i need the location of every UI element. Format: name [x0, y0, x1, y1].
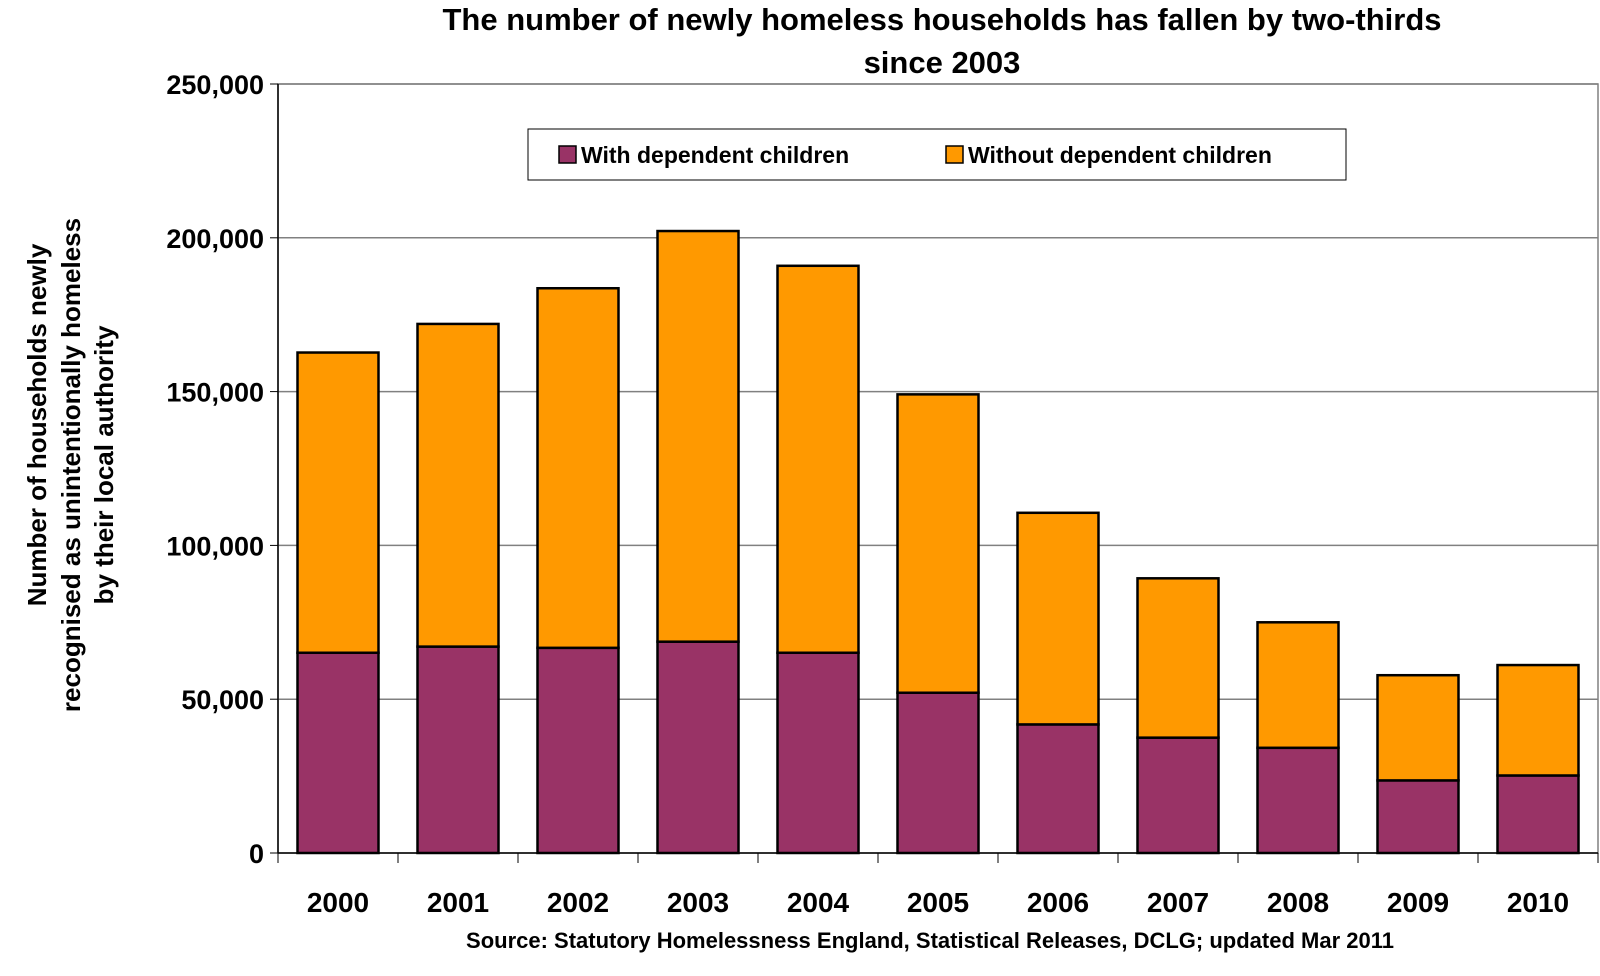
x-tick-label: 2007	[1147, 887, 1209, 918]
bar-with-children	[296, 651, 380, 855]
bar-without-children	[896, 393, 980, 694]
bar-group-2001	[416, 322, 500, 855]
bar-group-2003	[656, 229, 740, 855]
bar-with-children	[416, 645, 500, 855]
bar-with-children	[1256, 746, 1340, 855]
bar-with-children	[1016, 723, 1100, 855]
y-axis-label-line-2: recognised as unintentionally homeless	[56, 218, 86, 712]
bar-without-children	[776, 264, 860, 655]
bar-without-children	[656, 229, 740, 643]
bar-with-children	[1496, 774, 1580, 855]
bar-without-children	[1376, 673, 1460, 782]
y-tick-label: 200,000	[166, 224, 264, 254]
bar-group-2000	[296, 351, 380, 855]
bar-without-children	[1256, 621, 1340, 750]
y-tick-label: 50,000	[181, 685, 264, 715]
axes	[277, 84, 1598, 854]
x-tick-label: 2002	[547, 887, 609, 918]
bar-with-children	[896, 691, 980, 855]
bar-group-2008	[1256, 621, 1340, 855]
x-tick-label: 2000	[307, 887, 369, 918]
legend-swatch-with-children	[558, 145, 577, 164]
bar-without-children	[416, 322, 500, 648]
bar-group-2010	[1496, 663, 1580, 855]
bar-with-children	[1376, 779, 1460, 855]
x-tick-label: 2005	[907, 887, 969, 918]
x-tick-label: 2010	[1507, 887, 1569, 918]
chart-title-line-2: since 2003	[864, 45, 1021, 80]
x-tick-label: 2001	[427, 887, 489, 918]
bar-with-children	[776, 651, 860, 855]
y-axis-label-line-1: Number of households newly	[22, 243, 52, 606]
x-tick-label: 2006	[1027, 887, 1089, 918]
y-tick-label: 250,000	[166, 70, 264, 100]
y-tick-label: 0	[249, 839, 264, 869]
chart-title: The number of newly homeless households …	[442, 2, 1441, 80]
source-note: Source: Statutory Homelessness England, …	[466, 928, 1394, 953]
y-tick-label: 150,000	[166, 378, 264, 408]
bar-group-2006	[1016, 511, 1100, 855]
bar-without-children	[536, 286, 620, 650]
legend: With dependent children Without dependen…	[527, 128, 1347, 181]
legend-label-without-children: Without dependent children	[968, 142, 1272, 168]
bar-with-children	[656, 640, 740, 855]
x-tick-label: 2003	[667, 887, 729, 918]
bar-group-2004	[776, 264, 860, 855]
bars	[296, 229, 1580, 855]
y-tick-label: 100,000	[166, 531, 264, 561]
legend-swatch-without-children	[945, 145, 964, 164]
x-tick-label: 2009	[1387, 887, 1449, 918]
bar-without-children	[1016, 511, 1100, 726]
bar-with-children	[1136, 736, 1220, 855]
bar-without-children	[296, 351, 380, 655]
legend-label-with-children: With dependent children	[581, 142, 849, 168]
y-axis-label-line-3: by their local authority	[89, 325, 119, 604]
y-axis-ticks: 0 50,000 100,000 150,000 200,000 250,000	[166, 70, 278, 869]
bar-with-children	[536, 646, 620, 855]
y-axis-label: Number of households newly recognised as…	[22, 218, 119, 712]
chart-title-line-1: The number of newly homeless households …	[442, 2, 1441, 37]
bar-group-2007	[1136, 577, 1220, 855]
x-axis-ticks: 2000 2001 2002 2003 2004 2005 2006 2007 2008 2009…	[277, 853, 1599, 918]
x-tick-label: 2008	[1267, 887, 1329, 918]
bar-group-2002	[536, 286, 620, 855]
legend-box	[527, 128, 1347, 181]
bar-without-children	[1136, 577, 1220, 739]
x-tick-label: 2004	[787, 887, 850, 918]
bar-group-2005	[896, 393, 980, 855]
bar-without-children	[1496, 663, 1580, 777]
bar-group-2009	[1376, 673, 1460, 855]
